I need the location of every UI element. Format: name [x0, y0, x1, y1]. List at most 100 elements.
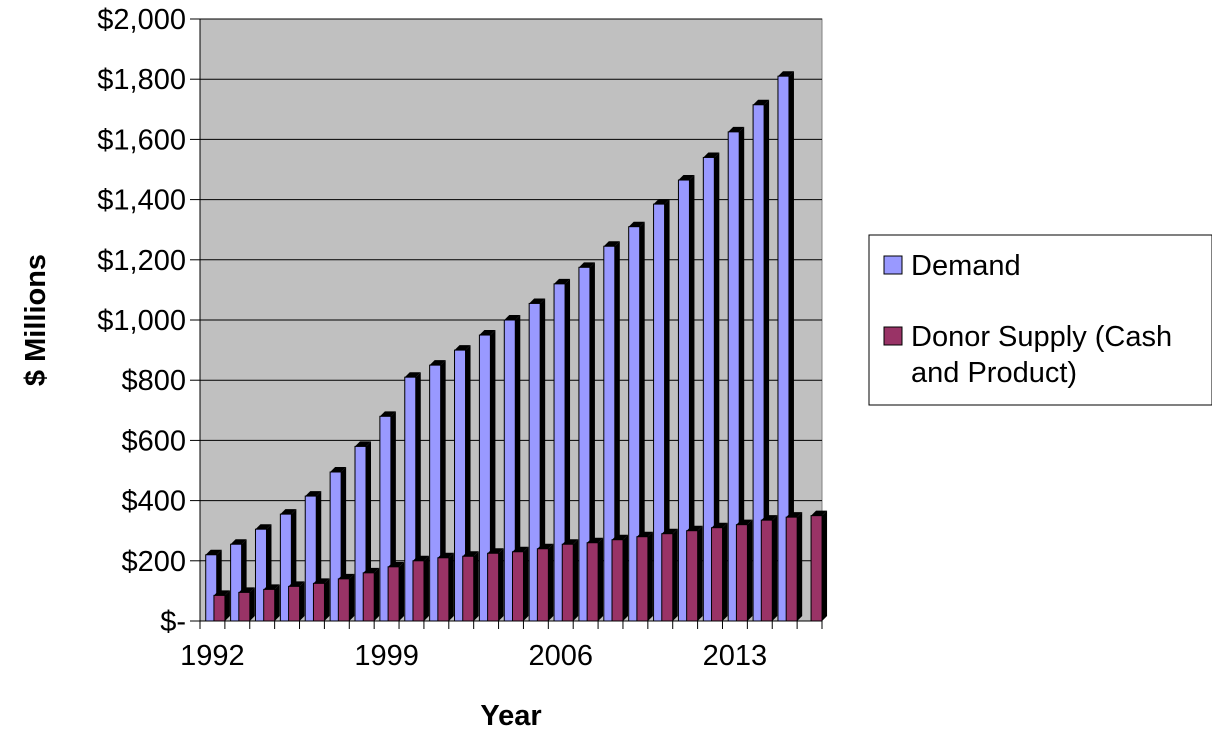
bar-donor-supply	[362, 567, 380, 622]
bar-top	[678, 175, 695, 181]
bar-donor-supply	[760, 515, 778, 622]
bar-side	[647, 531, 653, 621]
bar-donor-supply	[711, 522, 728, 622]
legend: Demand Donor Supply (Cash and Product)	[868, 234, 1212, 406]
legend-box	[868, 234, 1212, 406]
bar-front	[586, 542, 599, 622]
bar-side	[739, 126, 745, 621]
bar-donor-supply	[238, 587, 255, 622]
bar-side	[672, 528, 678, 621]
y-tick-label: $2,000	[97, 4, 186, 36]
bar-side	[639, 221, 645, 621]
bar-front	[511, 551, 524, 622]
bar-donor-supply	[487, 548, 504, 622]
y-tick-label: $400	[121, 486, 186, 518]
y-axis-tick-labels: $- $200 $400 $600 $800 $1,000 $1,200 $1,400 $1,6…	[97, 4, 186, 638]
bar-side	[747, 519, 753, 621]
bar-side	[764, 99, 770, 621]
bar-top	[355, 441, 372, 447]
y-tick-label: $1,000	[97, 305, 186, 337]
bar-top	[628, 221, 645, 227]
bar-front	[263, 588, 276, 622]
x-axis-title: Year	[480, 700, 541, 729]
bar-top	[412, 555, 429, 561]
bar-top	[280, 509, 297, 515]
bar-side	[548, 543, 554, 621]
bar-side	[423, 555, 429, 621]
bar-top	[288, 581, 305, 587]
bar-side	[299, 581, 305, 621]
bar-top	[487, 548, 504, 554]
y-tick-label: $800	[121, 365, 186, 397]
bar-front	[238, 591, 251, 622]
bar-top	[811, 510, 828, 516]
bar-front	[312, 582, 325, 622]
bar-top	[437, 552, 454, 558]
bar-donor-supply	[263, 584, 280, 622]
bar-side	[523, 546, 529, 621]
bar-top	[753, 99, 770, 105]
bar-top	[330, 467, 347, 473]
bar-side	[573, 539, 579, 621]
bar-side	[714, 152, 720, 621]
bar-top	[429, 360, 446, 366]
bar-demand	[503, 315, 521, 622]
bar-front	[213, 594, 226, 622]
bar-top	[587, 537, 604, 543]
legend-label-donor-supply: Donor Supply (Cash and Product)	[911, 321, 1172, 389]
bar-side	[797, 512, 803, 621]
bar-top	[728, 126, 745, 132]
bar-top	[653, 199, 670, 205]
bar-side	[224, 590, 230, 621]
bar-demand	[677, 175, 695, 622]
bar-top	[305, 491, 322, 497]
bar-side	[374, 567, 380, 621]
bar-top	[255, 524, 272, 530]
bar-side	[274, 584, 280, 621]
bar-top	[612, 534, 629, 540]
bar-side	[722, 522, 728, 621]
bar-front	[735, 524, 748, 622]
bar-top	[338, 573, 355, 579]
bar-donor-supply	[337, 573, 355, 622]
bar-front	[661, 533, 674, 622]
bar-top	[213, 590, 230, 596]
bar-side	[349, 573, 355, 621]
bar-top	[462, 551, 479, 557]
bar-top	[238, 587, 255, 593]
bar-donor-supply	[288, 581, 305, 622]
y-tick-label: $600	[121, 425, 186, 457]
bar-top	[263, 584, 280, 590]
y-tick-label: $1,600	[97, 124, 186, 156]
bar-top	[388, 561, 405, 567]
bar-front	[412, 560, 425, 622]
x-tick-label: 2006	[529, 640, 594, 672]
bar-top	[479, 330, 496, 336]
x-tick-label: 1992	[180, 640, 245, 672]
bar-donor-supply	[387, 561, 405, 622]
bar-top	[230, 539, 247, 545]
bar-side	[448, 552, 454, 621]
y-tick-label: $1,200	[97, 245, 186, 277]
bar-donor-supply	[437, 552, 454, 622]
bar-side	[623, 534, 629, 621]
bar-top	[404, 372, 421, 378]
bar-demand	[603, 241, 620, 622]
y-tick-label: $200	[121, 546, 186, 578]
bar-donor-supply	[686, 525, 703, 622]
bar-front	[337, 578, 350, 622]
bar-side	[399, 561, 405, 621]
bar-front	[437, 557, 450, 622]
bar-front	[387, 566, 400, 622]
bar-top	[661, 528, 678, 534]
bar-demand	[702, 152, 720, 622]
bar-side	[614, 241, 620, 621]
bar-donor-supply	[412, 555, 429, 622]
bar-top	[578, 262, 595, 268]
bar-front	[760, 519, 773, 622]
bar-side	[324, 578, 330, 621]
bar-top	[562, 539, 579, 545]
bar-front	[611, 539, 624, 622]
y-tick-label: $1,800	[97, 64, 186, 96]
bar-top	[313, 578, 330, 584]
